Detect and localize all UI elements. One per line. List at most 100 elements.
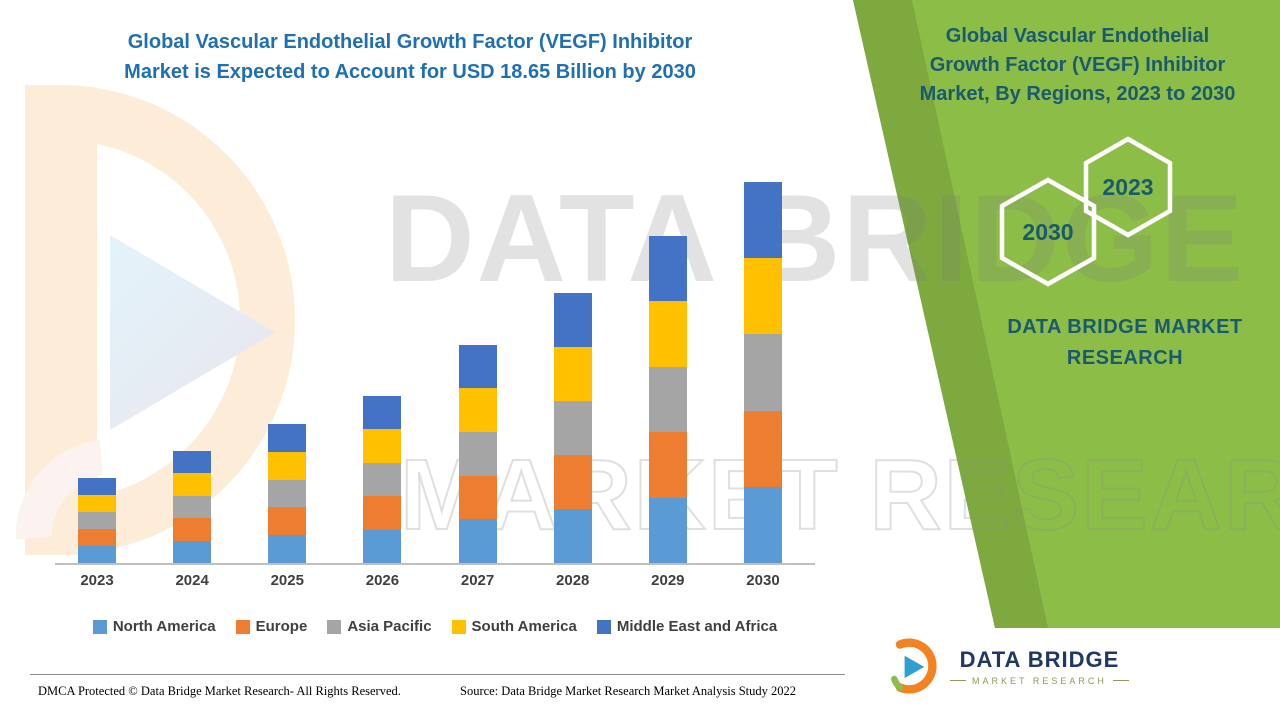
x-axis-labels: 2023 2024 2025 2026 2027 2028 2029 2030	[78, 572, 782, 589]
bar-segment-europe	[743, 410, 782, 487]
x-axis-label-2024: 2024	[175, 572, 209, 589]
bar-segment-asia-pacific	[553, 400, 592, 455]
page-title-line1: Global Vascular Endothelial Growth Facto…	[127, 31, 693, 53]
bar-segment-north-america	[78, 546, 116, 563]
bar-segment-south-america	[743, 258, 782, 335]
bar-segment-europe	[553, 454, 592, 509]
hexagon-2030-outline	[999, 177, 1097, 287]
bar-segment-asia-pacific	[648, 366, 687, 433]
page-title-line2: Market is Expected to Account for USD 18…	[124, 61, 696, 83]
bar-segment-south-america	[553, 346, 592, 401]
panel-brand-line1: DATA BRIDGE MARKET	[1007, 316, 1243, 338]
legend: North America Europe Asia Pacific South Ame…	[40, 618, 830, 635]
bar-segment-asia-pacific	[78, 512, 116, 529]
bar-segment-asia-pacific	[458, 431, 497, 476]
bar-2030	[743, 182, 782, 563]
databridge-logo-icon	[891, 638, 937, 694]
x-axis-label-2027: 2027	[460, 572, 495, 589]
legend-item-middle-east-and-africa: Middle East and Africa	[596, 618, 778, 635]
panel-title: Global Vascular Endothelial Growth Facto…	[880, 22, 1275, 109]
x-axis-label-2023: 2023	[80, 572, 114, 589]
x-axis-label-2029: 2029	[651, 572, 685, 589]
legend-label-europe: Europe	[255, 618, 308, 635]
bar-segment-south-america	[458, 388, 497, 432]
legend-swatch-north-america	[92, 619, 107, 634]
bar-segment-south-america	[173, 473, 212, 496]
bar-segment-europe	[268, 507, 307, 536]
panel-title-line1: Global Vascular Endothelial	[945, 25, 1210, 47]
legend-item-south-america: South America	[451, 618, 577, 635]
bar-segment-europe	[458, 475, 497, 520]
databridge-logo-text: DATA BRIDGE MARKET RESEARCH	[950, 647, 1129, 686]
legend-item-europe: Europe	[235, 618, 308, 635]
page-title: Global Vascular Endothelial Growth Facto…	[30, 27, 790, 87]
legend-swatch-middle-east-and-africa	[596, 619, 611, 634]
bar-segment-asia-pacific	[173, 495, 212, 518]
watermark-text-market-research: MARKET RESEARCH	[399, 438, 1280, 552]
legend-swatch-europe	[235, 619, 250, 634]
bar-segment-asia-pacific	[268, 479, 307, 508]
legend-label-asia-pacific: Asia Pacific	[347, 618, 432, 635]
footer-dmca-text: DMCA Protected © Data Bridge Market Rese…	[38, 684, 401, 698]
watermark-databridge-logo	[0, 85, 385, 646]
x-axis-label-2026: 2026	[365, 572, 400, 589]
bar-segment-middle-east-and-africa	[743, 182, 782, 259]
bar-segment-south-america	[648, 301, 687, 367]
databridge-logo-subtitle: MARKET RESEARCH	[972, 675, 1107, 686]
bar-segment-middle-east-and-africa	[173, 450, 212, 473]
bar-segment-south-america	[363, 429, 402, 463]
watermark-text-data-bridge: DATA BRIDGE	[385, 170, 1246, 308]
panel-title-line2: Growth Factor (VEGF) Inhibitor	[929, 54, 1226, 76]
x-axis-label-2030: 2030	[746, 572, 780, 589]
footer-source-text: Source: Data Bridge Market Research Mark…	[460, 684, 797, 698]
bar-segment-north-america	[173, 540, 212, 563]
x-axis-label-2025: 2025	[270, 572, 304, 589]
bar-segment-north-america	[743, 486, 782, 563]
databridge-logo: DATA BRIDGE MARKET RESEARCH	[885, 638, 1129, 694]
bar-segment-europe	[78, 529, 116, 546]
logo-dash-left	[950, 680, 966, 681]
legend-label-middle-east-and-africa: Middle East and Africa	[616, 618, 778, 635]
bar-segment-asia-pacific	[743, 334, 782, 411]
bar-segment-south-america	[268, 451, 307, 480]
databridge-logo-subtitle-row: MARKET RESEARCH	[950, 676, 1129, 686]
hexagon-year-2030: 2030	[1022, 219, 1074, 245]
panel-brand-line2: RESEARCH	[1066, 347, 1184, 369]
bar-segment-north-america	[363, 529, 402, 563]
bar-segment-europe	[173, 518, 212, 541]
hexagon-year-2023: 2023	[1102, 174, 1154, 200]
bar-segment-middle-east-and-africa	[78, 478, 116, 495]
bar-segment-europe	[648, 432, 687, 498]
legend-label-north-america: North America	[112, 618, 216, 635]
bar-segment-north-america	[553, 508, 592, 563]
bar-segment-middle-east-and-africa	[363, 395, 402, 429]
legend-item-north-america: North America	[92, 618, 216, 635]
panel-brand-text: DATA BRIDGE MARKET RESEARCH	[985, 312, 1265, 374]
legend-swatch-asia-pacific	[327, 619, 342, 634]
hexagon-badges	[999, 136, 1173, 287]
bar-2027	[458, 344, 497, 563]
x-axis-label-2028: 2028	[556, 572, 590, 589]
bar-2025	[268, 424, 307, 563]
panel-title-line3: Market, By Regions, 2023 to 2030	[919, 83, 1236, 105]
bar-segment-north-america	[458, 519, 497, 563]
bar-segment-middle-east-and-africa	[648, 236, 687, 302]
bar-2023	[78, 478, 116, 563]
bar-segment-middle-east-and-africa	[268, 424, 307, 452]
logo-dash-right	[1112, 680, 1129, 681]
legend-swatch-south-america	[451, 619, 466, 634]
bar-2026	[363, 395, 402, 563]
bar-segment-south-america	[78, 495, 116, 512]
bar-segment-europe	[363, 496, 402, 530]
bar-segment-north-america	[648, 497, 687, 563]
bar-segment-middle-east-and-africa	[458, 344, 497, 389]
hexagon-2023-outline	[1083, 136, 1173, 238]
databridge-logo-name: DATA BRIDGE	[959, 646, 1120, 672]
legend-item-asia-pacific: Asia Pacific	[327, 618, 432, 635]
footer-divider	[30, 674, 845, 675]
x-axis-baseline	[55, 563, 815, 565]
bar-2028	[553, 292, 592, 563]
legend-label-south-america: South America	[471, 618, 577, 635]
bar-segment-asia-pacific	[363, 462, 402, 496]
